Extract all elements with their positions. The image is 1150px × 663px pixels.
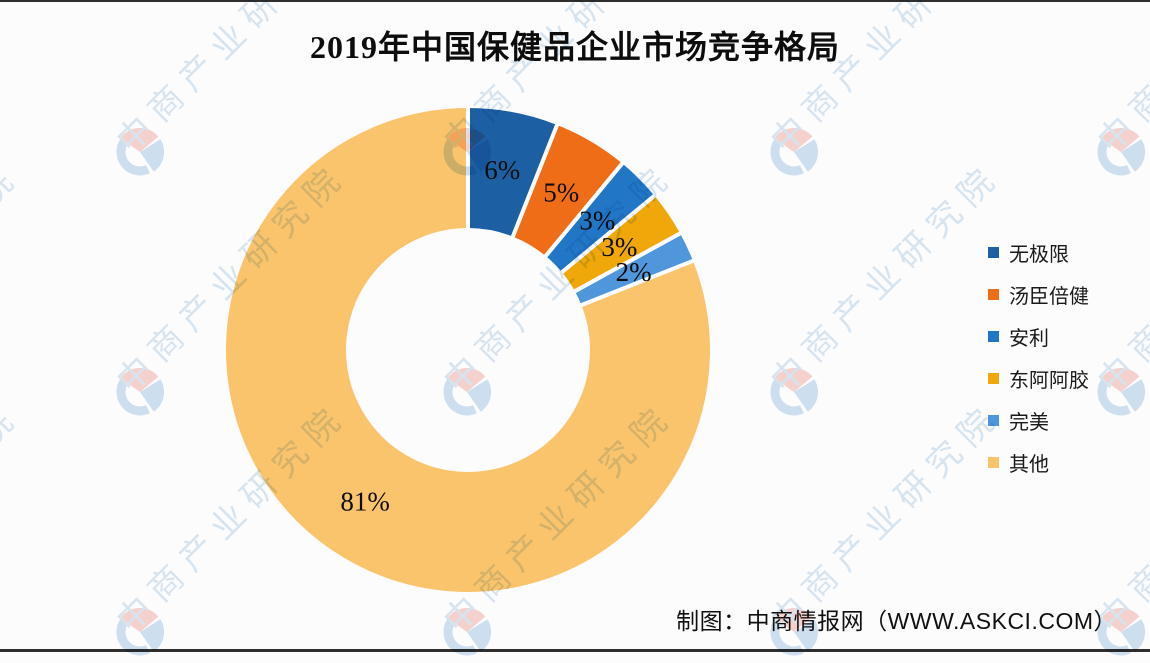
watermark-logo-icon (1097, 127, 1146, 176)
chart-legend: 无极限汤臣倍健安利东阿阿胶完美其他 (988, 231, 1089, 483)
watermark-text: 中商产业研究院 (763, 155, 1009, 401)
slice-label-1: 5% (543, 178, 579, 208)
legend-item-2: 安利 (988, 315, 1089, 357)
watermark-stamp: 中商产业研究院 (437, 396, 681, 658)
pie-slice-5 (222, 103, 714, 596)
watermark-text: 中商产业研究院 (1090, 155, 1150, 401)
legend-item-4: 完美 (988, 399, 1089, 441)
watermark-logo-icon (1097, 367, 1146, 416)
watermark-logo-icon (770, 127, 819, 176)
legend-swatch-icon (988, 372, 999, 384)
slice-label-5: 81% (340, 486, 390, 516)
source-caption: 制图：中商情报网（WWW.ASKCI.COM） (676, 608, 1117, 634)
slice-label-2: 3% (579, 206, 615, 236)
donut-chart-svg: 6%5%3%3%2%81% (222, 103, 714, 596)
slice-label-3: 3% (601, 232, 637, 262)
watermark-logo-icon (116, 607, 165, 656)
legend-label: 完美 (1009, 411, 1049, 434)
legend-item-5: 其他 (988, 441, 1089, 483)
watermark-stamp: 中商产业研究院 (1091, 156, 1150, 418)
legend-label: 汤臣倍健 (1009, 285, 1089, 308)
donut-chart: 6% 5% 3% 3% 2% 81% (208, 90, 728, 610)
legend-label: 其他 (1009, 453, 1049, 476)
watermark-stamp: 中商产业研究院 (764, 0, 1008, 178)
legend-item-0: 无极限 (988, 231, 1089, 273)
legend-swatch-icon (988, 456, 999, 468)
legend-swatch-icon (988, 288, 999, 300)
legend-swatch-icon (988, 246, 999, 258)
slice-label-4: 2% (616, 257, 652, 287)
legend-label: 安利 (1009, 327, 1049, 350)
legend-item-1: 汤臣倍健 (988, 273, 1089, 315)
legend-swatch-icon (988, 414, 999, 426)
watermark-logo-icon (116, 127, 165, 176)
watermark-stamp: 中商产业研究院 (110, 156, 354, 418)
watermark-text: 中商产业研究院 (0, 155, 28, 401)
legend-item-3: 东阿阿胶 (988, 357, 1089, 399)
chart-title: 2019年中国保健品企业市场竞争格局 (309, 29, 840, 65)
watermark-stamp: 中商产业研究院 (1091, 0, 1150, 178)
legend-swatch-icon (988, 330, 999, 342)
watermark-text: 中商产业研究院 (0, 395, 28, 641)
watermark-stamp: 中商产业研究院 (110, 0, 354, 178)
legend-label: 东阿阿胶 (1009, 369, 1089, 392)
legend-label: 无极限 (1009, 243, 1069, 266)
watermark-logo-icon (116, 367, 165, 416)
watermark-stamp: 中商产业研究院 (764, 156, 1008, 418)
slice-label-0: 6% (484, 155, 520, 185)
watermark-stamp: 中商产业研究院 (110, 396, 354, 658)
watermark-logo-icon (770, 367, 819, 416)
watermark-logo-icon (443, 607, 492, 656)
